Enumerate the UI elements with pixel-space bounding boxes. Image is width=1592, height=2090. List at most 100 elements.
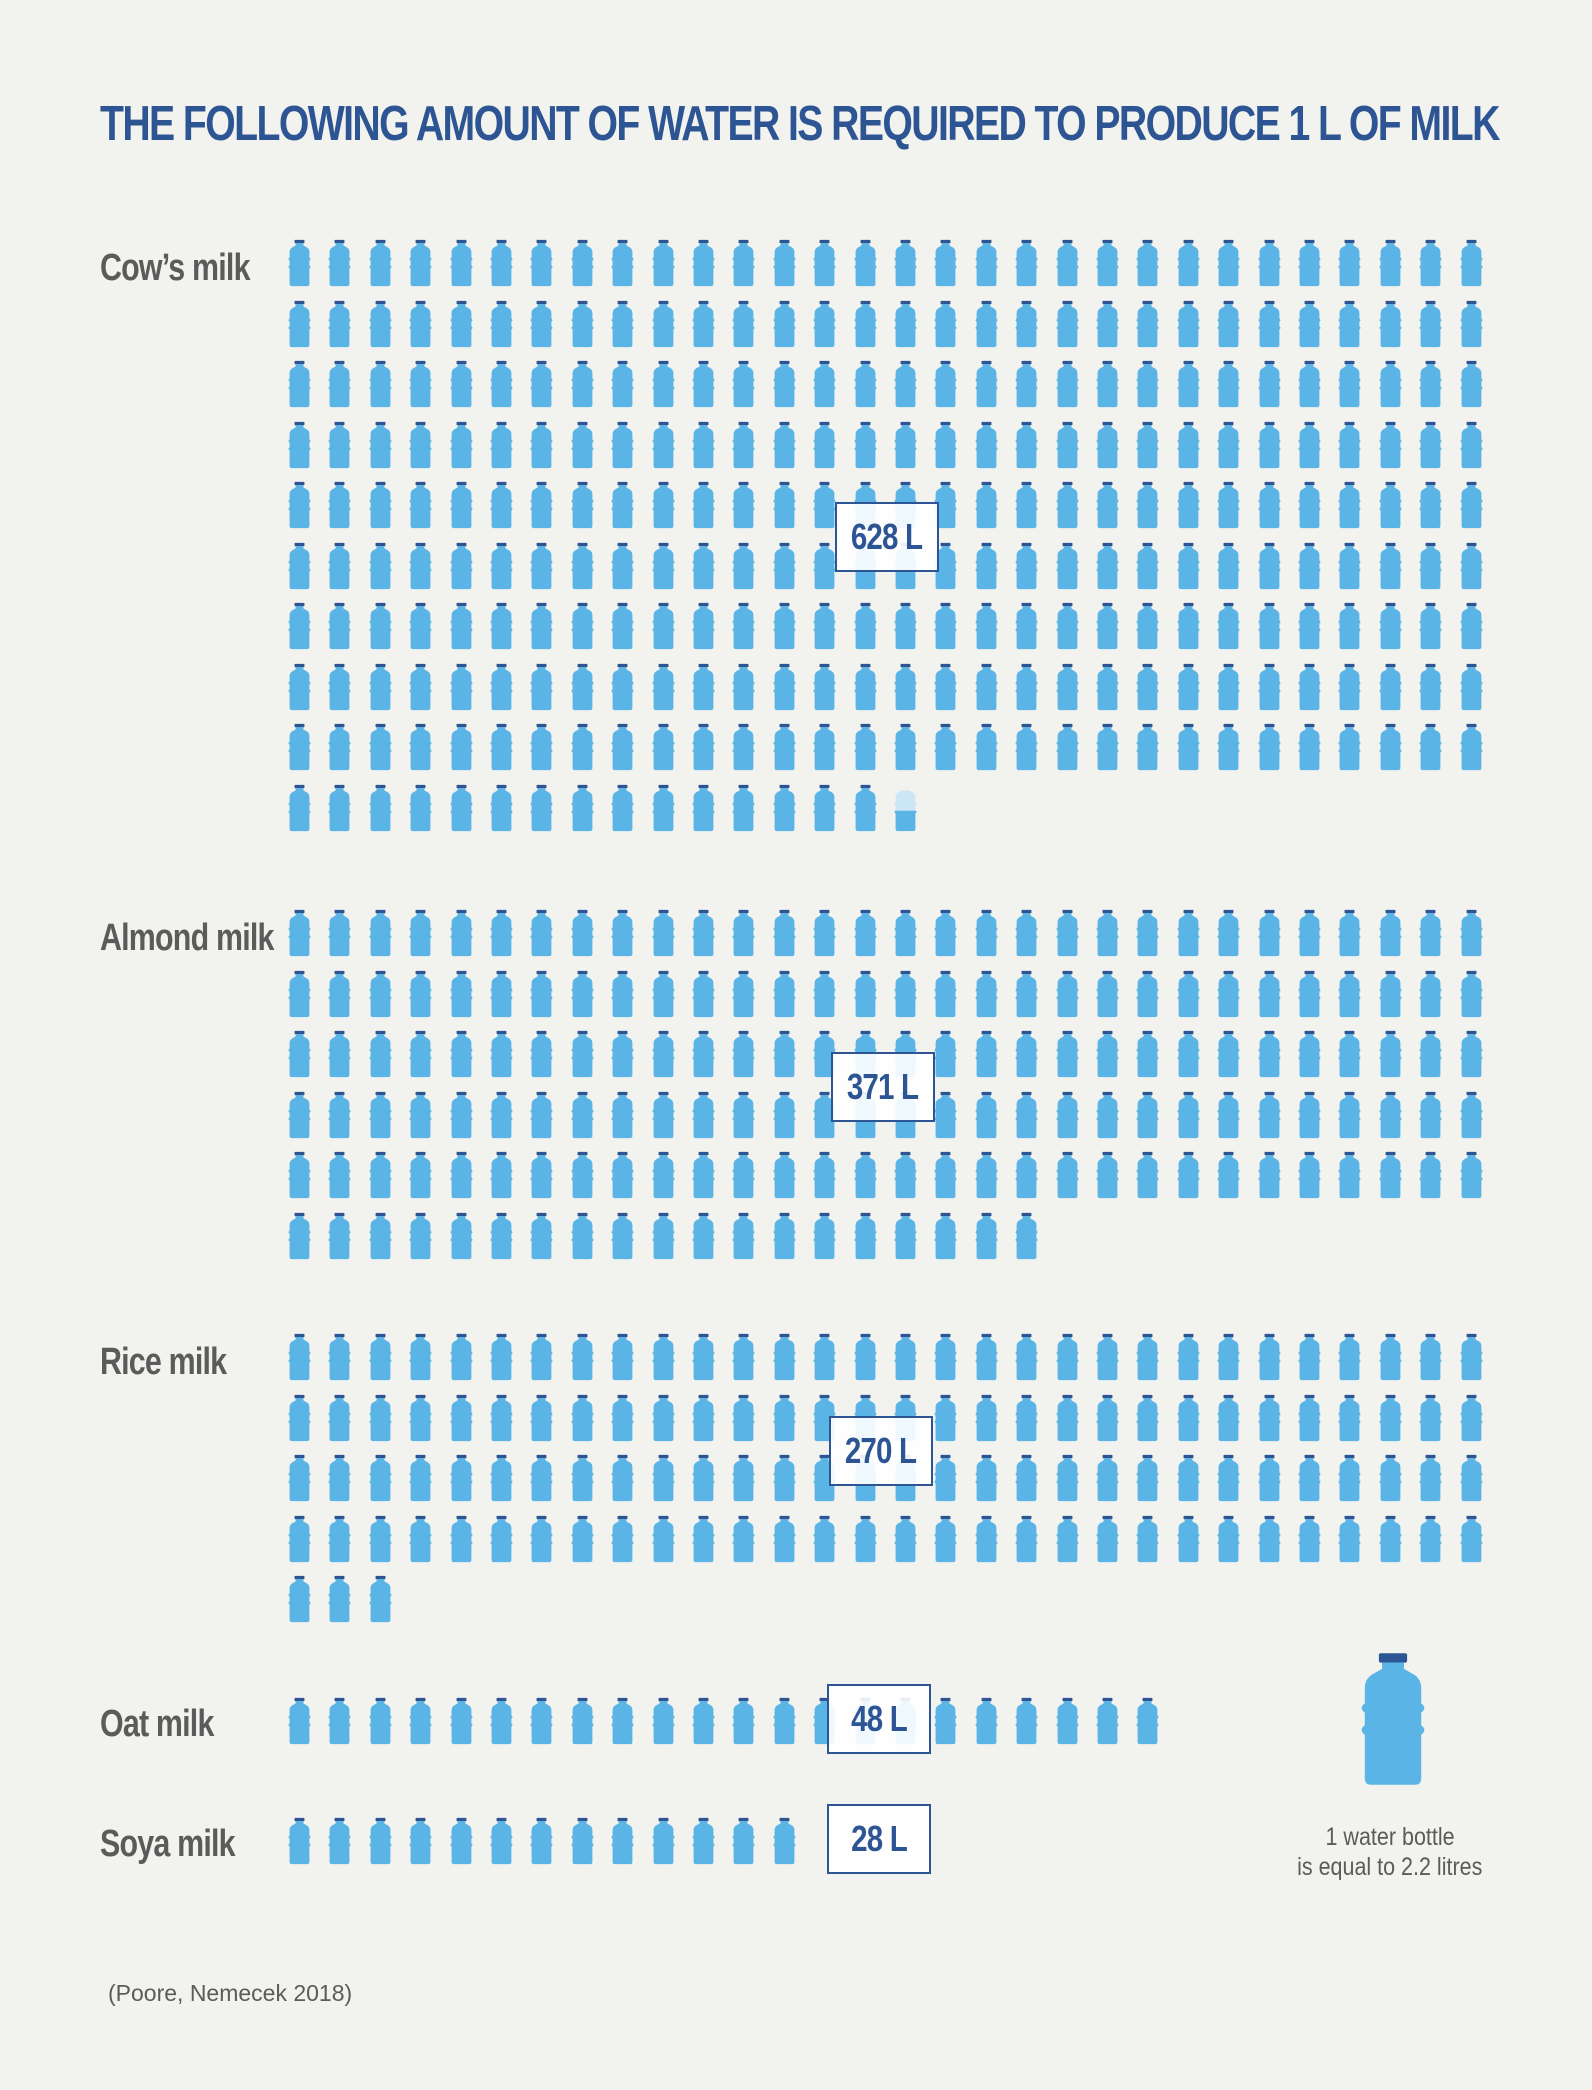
water-bottle-rice-milk (450, 1515, 473, 1562)
water-bottle-cows-milk (328, 360, 351, 408)
water-bottle-rice-milk (369, 1454, 392, 1502)
water-bottle-almond-milk (1338, 1151, 1361, 1199)
water-bottle-cows-milk (328, 784, 351, 831)
water-bottle-cows-milk (450, 663, 473, 710)
water-bottle-rice-milk (611, 1454, 634, 1502)
water-bottle-almond-milk (288, 1030, 311, 1078)
water-bottle-cows-milk (450, 784, 473, 831)
water-bottle-cows-milk (1338, 542, 1361, 589)
water-bottle-cows-milk (773, 421, 796, 468)
water-bottle-cows-milk (1177, 481, 1200, 529)
water-bottle-almond-milk (894, 1212, 917, 1259)
water-bottle-cows-milk (1419, 663, 1442, 710)
water-bottle-almond-milk (773, 1091, 796, 1138)
water-bottle-almond-milk (1338, 1091, 1361, 1138)
water-bottle-almond-milk (1419, 1030, 1442, 1078)
water-bottle-cows-milk (1096, 300, 1119, 347)
water-bottle-rice-milk (571, 1454, 594, 1502)
water-bottle-almond-milk (611, 1151, 634, 1199)
water-bottle-cows-milk (1217, 239, 1240, 287)
water-bottle-cows-milk (1217, 542, 1240, 589)
water-bottle-cows-milk (611, 239, 634, 287)
water-bottle-cows-milk (369, 300, 392, 347)
water-bottle-cows-milk (1379, 602, 1402, 650)
water-bottle-almond-milk (975, 1212, 998, 1259)
water-bottle-almond-milk (1258, 970, 1281, 1017)
water-bottle-cows-milk (1258, 239, 1281, 287)
water-bottle-cows-milk (1096, 360, 1119, 408)
water-bottle-cows-milk (1258, 360, 1281, 408)
water-bottle-rice-milk (288, 1515, 311, 1562)
water-bottle-cows-milk (1177, 300, 1200, 347)
water-bottle-cows-milk (813, 602, 836, 650)
water-bottle-almond-milk (611, 1091, 634, 1138)
water-bottle-almond-milk (975, 1091, 998, 1138)
water-bottle-cows-milk (1298, 542, 1321, 589)
water-bottle-cows-milk (328, 723, 351, 771)
water-bottle-cows-milk (1379, 360, 1402, 408)
water-bottle-rice-milk (692, 1333, 715, 1381)
water-bottle-rice-milk (1379, 1454, 1402, 1502)
water-bottle-cows-milk (490, 421, 513, 468)
water-bottle-rice-milk (934, 1333, 957, 1381)
water-bottle-almond-milk (813, 909, 836, 957)
water-bottle-cows-milk (1056, 239, 1079, 287)
water-bottle-cows-milk (450, 602, 473, 650)
water-bottle-rice-milk (369, 1394, 392, 1441)
water-bottle-cows-milk (611, 784, 634, 831)
water-bottle-cows-milk (1419, 723, 1442, 771)
water-bottle-cows-milk (1258, 663, 1281, 710)
water-bottle-cows-milk (409, 239, 432, 287)
water-bottle-rice-milk (773, 1454, 796, 1502)
water-bottle-cows-milk (894, 239, 917, 287)
water-bottle-cows-milk (409, 360, 432, 408)
water-bottle-cows-milk (1015, 239, 1038, 287)
water-bottle-almond-milk (490, 970, 513, 1017)
water-bottle-cows-milk (692, 481, 715, 529)
water-bottle-almond-milk (1379, 1151, 1402, 1199)
water-bottle-almond-milk (1015, 909, 1038, 957)
water-bottle-almond-milk (1460, 1030, 1483, 1078)
water-bottle-almond-milk (1056, 1151, 1079, 1199)
water-bottle-cows-milk (813, 300, 836, 347)
water-bottle-cows-milk (571, 723, 594, 771)
water-bottle-almond-milk (328, 1091, 351, 1138)
water-bottle-cows-milk (288, 602, 311, 650)
water-bottle-cows-milk (1379, 239, 1402, 287)
water-bottle-rice-milk (369, 1575, 392, 1623)
water-bottle-rice-milk (1217, 1515, 1240, 1562)
water-bottle-almond-milk (1217, 909, 1240, 957)
water-bottle-soya-milk (773, 1817, 796, 1865)
water-bottle-rice-milk (530, 1515, 553, 1562)
water-bottle-cows-milk (288, 663, 311, 710)
water-bottle-almond-milk (1338, 970, 1361, 1017)
water-bottle-oat-milk (652, 1697, 675, 1745)
water-bottle-cows-milk (369, 723, 392, 771)
water-bottle-rice-milk (1258, 1515, 1281, 1562)
water-bottle-almond-milk (652, 1212, 675, 1259)
water-bottle-rice-milk (692, 1454, 715, 1502)
water-bottle-soya-milk (692, 1817, 715, 1865)
water-bottle-cows-milk (571, 784, 594, 831)
water-bottle-cows-milk (652, 542, 675, 589)
water-bottle-cows-milk (611, 602, 634, 650)
water-bottle-cows-milk (975, 360, 998, 408)
water-bottle-almond-milk (288, 970, 311, 1017)
water-bottle-almond-milk (1298, 1030, 1321, 1078)
water-bottle-rice-milk (1177, 1333, 1200, 1381)
water-bottle-cows-milk (934, 239, 957, 287)
water-bottle-cows-milk (611, 421, 634, 468)
water-bottle-cows-milk (611, 481, 634, 529)
water-bottle-almond-milk (1298, 970, 1321, 1017)
water-bottle-almond-milk (409, 1091, 432, 1138)
water-bottle-rice-milk (1177, 1394, 1200, 1441)
water-bottle-cows-milk (1015, 542, 1038, 589)
water-bottle-cows-milk (1015, 723, 1038, 771)
water-bottle-cows-milk (813, 421, 836, 468)
water-bottle-oat-milk (288, 1697, 311, 1745)
water-bottle-rice-milk (1338, 1333, 1361, 1381)
water-bottle-cows-milk (1379, 421, 1402, 468)
water-bottle-cows-milk (732, 481, 755, 529)
water-bottle-cows-milk (1379, 481, 1402, 529)
water-bottle-cows-milk (1056, 663, 1079, 710)
